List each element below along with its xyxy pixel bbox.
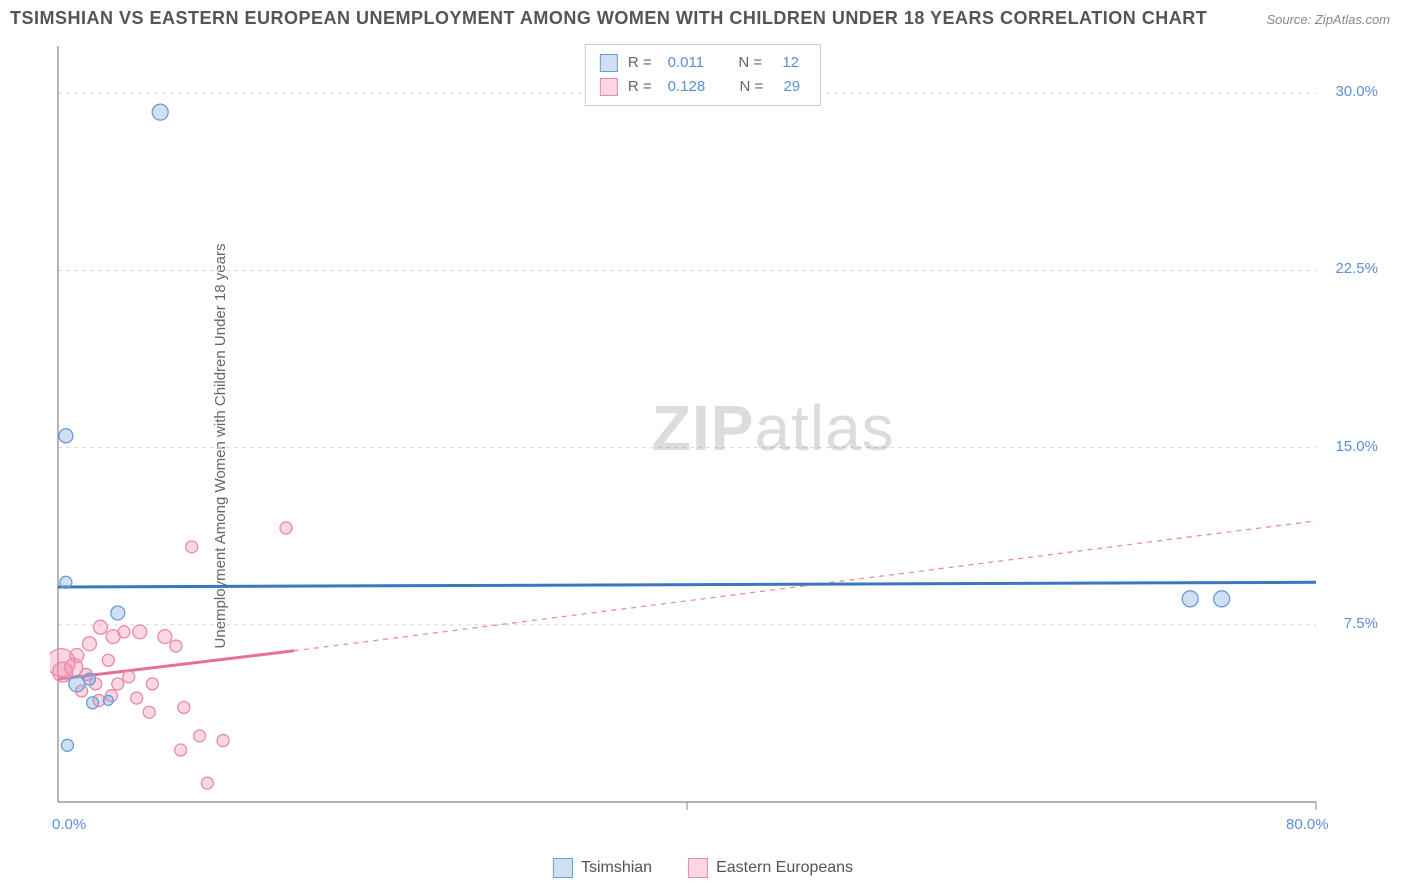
legend-series-item: Tsimshian bbox=[553, 858, 652, 878]
x-tick-label: 0.0% bbox=[52, 816, 86, 833]
scatter-plot-svg bbox=[50, 40, 1386, 832]
legend-n-value: 29 bbox=[779, 75, 800, 99]
legend-n-value: 12 bbox=[778, 51, 799, 75]
chart-title: TSIMSHIAN VS EASTERN EUROPEAN UNEMPLOYME… bbox=[10, 8, 1207, 29]
y-tick-label: 15.0% bbox=[1335, 438, 1378, 455]
legend-series-label: Eastern Europeans bbox=[716, 859, 853, 877]
legend-series-label: Tsimshian bbox=[581, 859, 652, 877]
y-tick-label: 30.0% bbox=[1335, 83, 1378, 100]
legend-n-label: N = bbox=[738, 51, 762, 75]
chart-area bbox=[50, 40, 1386, 832]
legend-r-label: R = bbox=[628, 75, 652, 99]
legend-swatch bbox=[600, 54, 618, 72]
y-tick-label: 22.5% bbox=[1335, 260, 1378, 277]
legend-swatch bbox=[553, 858, 573, 878]
legend-r-value: 0.128 bbox=[668, 75, 706, 99]
legend-correlation-row: R = 0.128 N = 29 bbox=[600, 75, 806, 99]
legend-n-label: N = bbox=[740, 75, 764, 99]
legend-correlation-row: R = 0.011 N = 12 bbox=[600, 51, 806, 75]
legend-r-value: 0.011 bbox=[668, 51, 704, 75]
series-legend: Tsimshian Eastern Europeans bbox=[553, 858, 853, 878]
correlation-legend: R = 0.011 N = 12 R = 0.128 N = 29 bbox=[585, 44, 821, 106]
legend-swatch bbox=[688, 858, 708, 878]
x-tick-label: 80.0% bbox=[1286, 816, 1329, 833]
source-attribution: Source: ZipAtlas.com bbox=[1266, 12, 1390, 27]
legend-swatch bbox=[600, 78, 618, 96]
y-tick-label: 7.5% bbox=[1344, 615, 1378, 632]
legend-r-label: R = bbox=[628, 51, 652, 75]
legend-series-item: Eastern Europeans bbox=[688, 858, 853, 878]
